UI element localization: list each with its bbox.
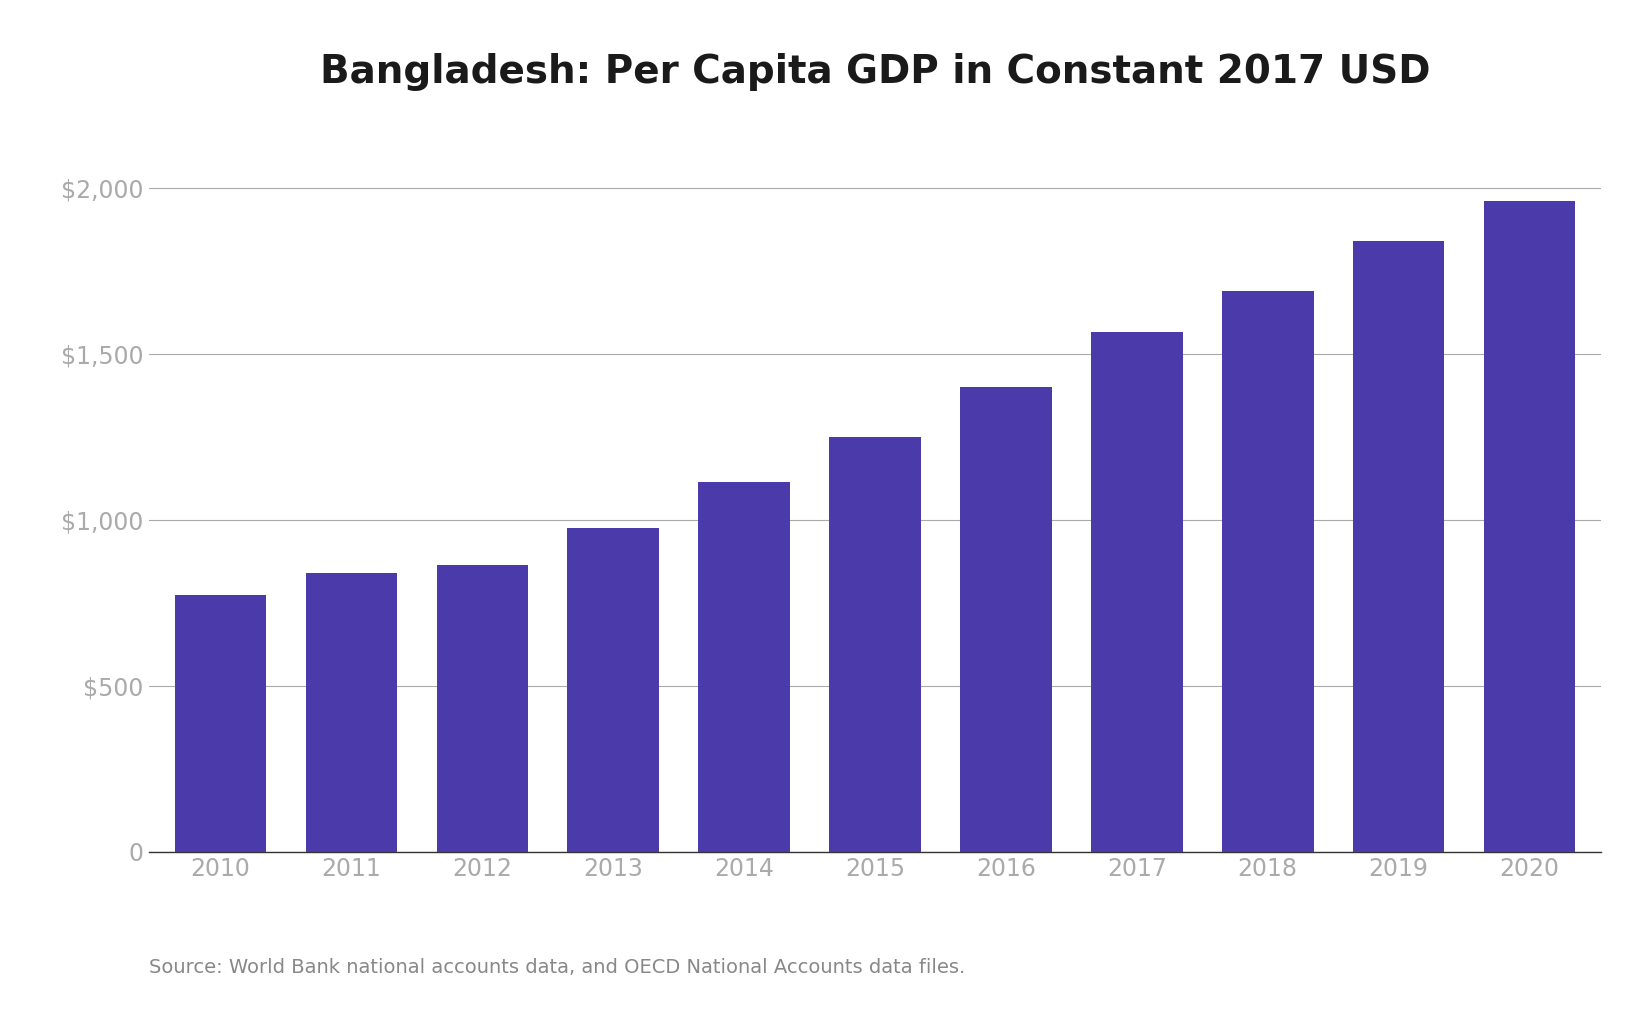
Bar: [1352, 241, 1445, 852]
Title: Bangladesh: Per Capita GDP in Constant 2017 USD: Bangladesh: Per Capita GDP in Constant 2…: [320, 53, 1430, 91]
Bar: [175, 594, 266, 852]
Bar: [1484, 202, 1575, 852]
Bar: [1222, 291, 1314, 852]
Bar: [305, 573, 398, 852]
Text: Source: World Bank national accounts data, and OECD National Accounts data files: Source: World Bank national accounts dat…: [149, 958, 964, 977]
Bar: [568, 528, 659, 852]
Bar: [436, 565, 528, 852]
Bar: [961, 387, 1052, 852]
Bar: [698, 482, 789, 852]
Bar: [829, 437, 921, 852]
Bar: [1091, 333, 1182, 852]
